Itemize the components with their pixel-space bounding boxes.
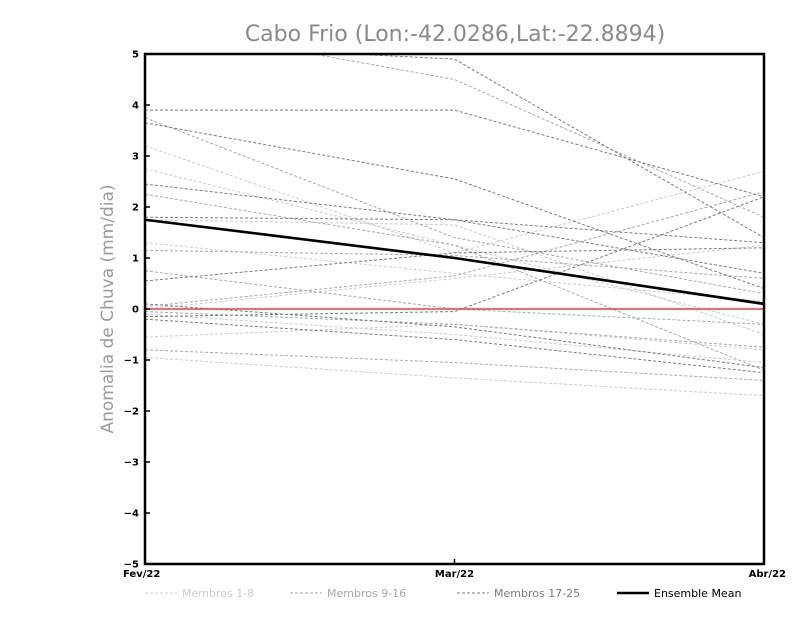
member-series-line: [145, 356, 764, 397]
legend-label: Ensemble Mean: [654, 587, 741, 600]
member-series-line: [145, 303, 764, 369]
member-series-line: [145, 349, 764, 381]
y-tick-label: 0: [132, 305, 139, 316]
ensemble-mean-line: [144, 218, 765, 306]
member-series-line: [145, 216, 764, 244]
member-series-line: [145, 247, 764, 282]
y-tick-label: −3: [124, 458, 139, 469]
y-tick-label: −1: [124, 356, 139, 367]
y-tick-label: 2: [132, 203, 139, 214]
member-series-line: [145, 109, 764, 198]
member-series-line: [145, 191, 764, 307]
member-series-line: [145, 313, 764, 364]
member-series-line: [145, 193, 764, 371]
member-series-line: [145, 244, 764, 310]
member-series-line: [145, 323, 764, 351]
y-tick-label: 1: [132, 254, 139, 265]
y-tick-label: −4: [124, 509, 139, 520]
x-tick-label: Fev/22: [123, 569, 160, 580]
member-series-line: [145, 145, 764, 254]
y-tick-label: 4: [132, 101, 139, 112]
member-series-line: [145, 311, 764, 348]
x-tick-label: Mar/22: [435, 569, 474, 580]
member-series-line: [145, 249, 764, 279]
legend-label: Membros 17-25: [494, 587, 580, 600]
x-tick-label: Abr/22: [749, 569, 786, 580]
y-axis-ticks: −5 −4 −3 −2 −1 0 1 2 3 4 5: [124, 50, 150, 571]
member-series-line: [145, 242, 764, 302]
member-series-line: [145, 183, 764, 274]
y-tick-label: 5: [132, 50, 139, 61]
member-series-line: [145, 117, 764, 295]
member-series-line: [341, 54, 764, 239]
y-tick-label: −5: [124, 560, 139, 571]
member-series-line: [311, 54, 764, 218]
x-axis-ticks: Fev/22 Mar/22 Abr/22: [123, 559, 786, 580]
y-tick-label: −2: [124, 407, 139, 418]
legend-label: Membros 1-8: [182, 587, 254, 600]
member-lines: [145, 54, 764, 397]
y-tick-label: 3: [132, 152, 139, 163]
member-series-line: [145, 168, 764, 325]
legend: Membros 1-8 Membros 9-16 Membros 17-25 Ense…: [145, 587, 741, 600]
member-series-line: [145, 318, 764, 374]
chart-title: Cabo Frio (Lon:-42.0286,Lat:-22.8894): [245, 22, 665, 47]
member-series-line: [145, 122, 764, 290]
y-axis-label: Anomalia de Chuva (mm/dia): [98, 184, 118, 433]
legend-label: Membros 9-16: [327, 587, 406, 600]
